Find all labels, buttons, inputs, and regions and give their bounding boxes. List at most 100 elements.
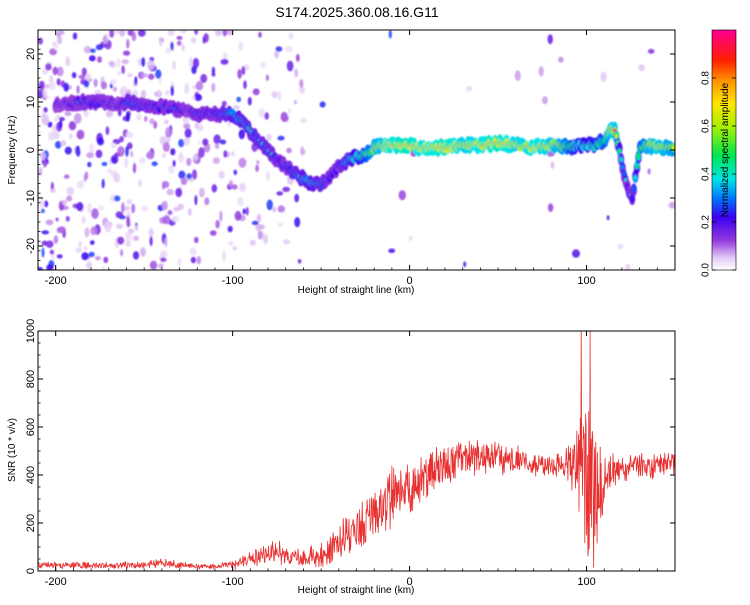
colorbar-stripe (712, 174, 736, 177)
spectrogram-cell (87, 161, 92, 168)
spectrogram-cell (277, 90, 282, 101)
colorbar-stripe (712, 184, 736, 187)
spectrogram-cell (148, 73, 155, 80)
spectrogram-cell (190, 256, 196, 264)
spectrogram-cell (101, 265, 105, 270)
spectrogram-x-axis-label: Height of straight line (km) (298, 285, 415, 296)
spectrogram-cell (175, 187, 183, 198)
spectrogram-cell (40, 151, 47, 161)
colorbar-stripe (712, 146, 736, 149)
spectrogram-cell (295, 54, 300, 62)
colorbar-stripe (712, 192, 736, 195)
spectrogram-cell (178, 170, 186, 179)
spectrogram-cell (81, 216, 86, 224)
spectrogram-cell (119, 30, 126, 37)
spectrogram-cell (140, 247, 146, 257)
colorbar-stripe (712, 142, 736, 145)
spectrogram-cell (155, 69, 162, 79)
spectrogram-cell (211, 72, 216, 77)
spectrogram-ridge-core (617, 148, 622, 154)
colorbar-stripe (712, 134, 736, 137)
spectrogram-cell (244, 63, 250, 71)
snr-marks (38, 331, 675, 570)
spectrogram-cell (227, 240, 234, 246)
spectrogram-cell (114, 195, 121, 202)
colorbar-stripe (712, 46, 736, 49)
colorbar-stripe (712, 210, 736, 213)
spectrogram-cell (222, 30, 227, 37)
spectrogram-cell (180, 30, 187, 34)
spectrogram-cell (466, 85, 473, 92)
colorbar-stripe (712, 206, 736, 209)
spectrogram-cell (299, 86, 306, 94)
spectrogram-ridge-core (619, 157, 623, 162)
spectrogram-cell (88, 251, 95, 257)
spectrogram-cell (63, 174, 70, 179)
spectrogram-cell (43, 200, 49, 208)
spectrogram-cell (211, 82, 216, 93)
spectrogram-cell (220, 58, 229, 65)
spectrogram-cell (41, 230, 50, 235)
spectrogram-cell (132, 162, 137, 174)
colorbar-stripe (712, 240, 736, 243)
spectrogram-cell (61, 199, 68, 205)
spectrogram-cell (58, 117, 65, 122)
spectrogram-cell (200, 73, 208, 83)
colorbar-stripe (712, 194, 736, 197)
spectrogram-cell (196, 256, 202, 265)
spectrogram-cell (136, 113, 142, 121)
spectrogram-y-tick-label: 20 (25, 48, 37, 60)
spectrogram-cell (226, 30, 234, 36)
spectrogram-cell (214, 30, 223, 37)
spectrogram-cell (514, 70, 521, 82)
colorbar-frame (711, 29, 737, 271)
spectrogram-cell (164, 89, 171, 96)
spectrogram-cell (85, 73, 92, 81)
colorbar-stripe (712, 126, 736, 129)
colorbar-stripe (712, 258, 736, 261)
spectrogram-cell (105, 110, 113, 118)
spectrogram-cell (262, 233, 269, 245)
spectrogram-cell (76, 85, 80, 94)
colorbar-stripe (712, 80, 736, 83)
colorbar-stripe (712, 86, 736, 89)
colorbar-stripe (712, 48, 736, 51)
snr-x-axis-label: Height of straight line (km) (298, 585, 415, 596)
spectrogram-cell (131, 203, 136, 214)
spectrogram-cell (170, 41, 174, 51)
colorbar-stripe (712, 110, 736, 113)
spectrogram-cell (109, 30, 115, 38)
spectrogram-cell (203, 33, 209, 43)
spectrogram-y-tick-label: -10 (25, 190, 37, 206)
colorbar-stripe (712, 256, 736, 259)
spectrogram-cell (647, 168, 651, 175)
spectrogram-cell (132, 251, 140, 260)
spectrogram-cell (148, 227, 154, 238)
spectrogram-cell (184, 83, 189, 94)
spectrogram-cell (172, 60, 176, 70)
spectrogram-cell (209, 230, 217, 236)
colorbar-stripe (712, 64, 736, 67)
spectrogram-cell (128, 228, 135, 234)
spectrogram-cell (86, 152, 94, 159)
spectrogram-x-tick-label: -200 (45, 275, 67, 287)
spectrogram-cell (57, 35, 63, 45)
colorbar-stripe (712, 54, 736, 57)
spectrogram-y-axis-label: Frequency (Hz) (7, 116, 18, 185)
colorbar-stripe (712, 62, 736, 65)
spectrogram-cell (167, 30, 175, 36)
spectrogram-cell (195, 81, 204, 91)
spectrogram-cell (260, 62, 266, 68)
spectrogram-cell (72, 32, 78, 40)
colorbar-stripe (712, 188, 736, 191)
spectrogram-cell (83, 46, 92, 54)
colorbar-stripe (712, 130, 736, 133)
colorbar-stripe (712, 214, 736, 217)
spectrogram-cell (162, 141, 170, 152)
colorbar-stripe (712, 226, 736, 229)
spectrogram-cell (181, 44, 185, 51)
spectrogram-ridge-core (672, 145, 675, 150)
spectrogram-cell (45, 219, 54, 226)
spectrogram-ridge-core (614, 134, 618, 139)
spectrogram-cell (233, 169, 238, 175)
